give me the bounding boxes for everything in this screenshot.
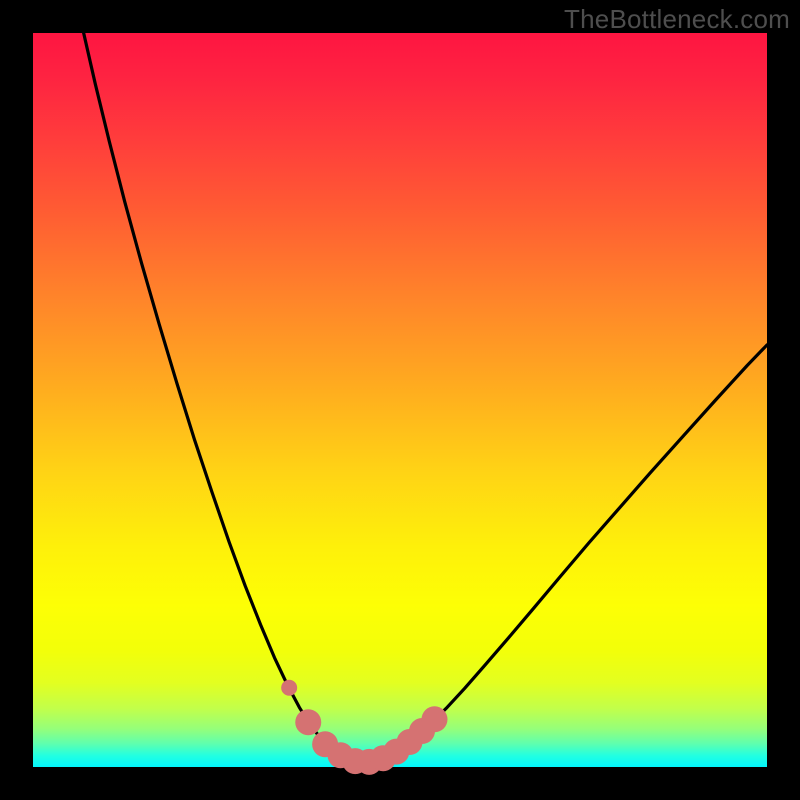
chart-gradient-background bbox=[33, 33, 767, 767]
watermark-text: TheBottleneck.com bbox=[564, 4, 790, 35]
chart-container: TheBottleneck.com bbox=[0, 0, 800, 800]
